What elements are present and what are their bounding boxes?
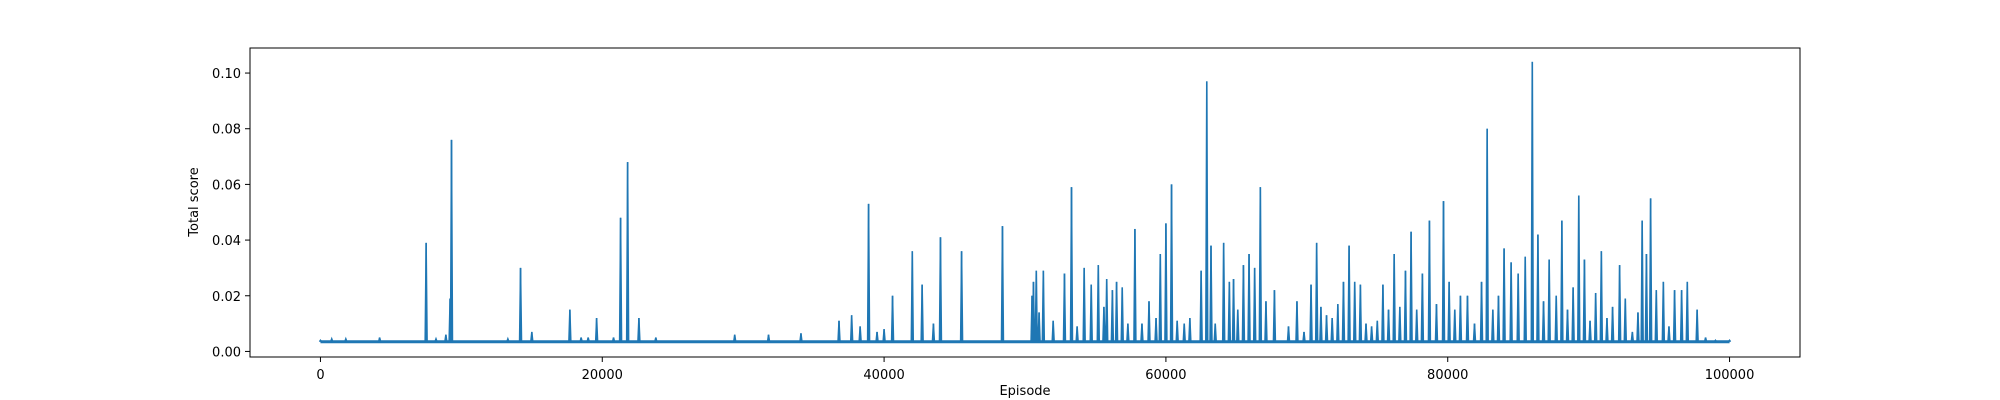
x-axis: 0 20000 40000 60000 80000 100000 bbox=[316, 357, 1754, 383]
x-tick-label: 80000 bbox=[1427, 368, 1468, 383]
plot-frame bbox=[249, 47, 1801, 358]
x-tick-label: 100000 bbox=[1705, 368, 1755, 383]
y-axis-label: Total score bbox=[187, 167, 202, 237]
y-tick-label: 0.02 bbox=[212, 290, 241, 305]
y-axis: 0.00 0.02 0.04 0.06 0.08 0.10 bbox=[212, 67, 250, 360]
y-tick-label: 0.00 bbox=[212, 345, 241, 360]
plot-background bbox=[250, 48, 1800, 357]
x-axis-label: Episode bbox=[999, 384, 1050, 399]
x-tick-label: 40000 bbox=[863, 368, 904, 383]
x-tick-label: 20000 bbox=[582, 368, 623, 383]
y-tick-label: 0.04 bbox=[212, 234, 241, 249]
x-tick-label: 0 bbox=[316, 368, 324, 383]
series-line bbox=[318, 61, 1732, 343]
y-tick-label: 0.06 bbox=[212, 178, 241, 193]
y-tick-label: 0.10 bbox=[212, 67, 241, 82]
x-tick-label: 60000 bbox=[1145, 368, 1186, 383]
y-tick-label: 0.08 bbox=[212, 123, 241, 138]
